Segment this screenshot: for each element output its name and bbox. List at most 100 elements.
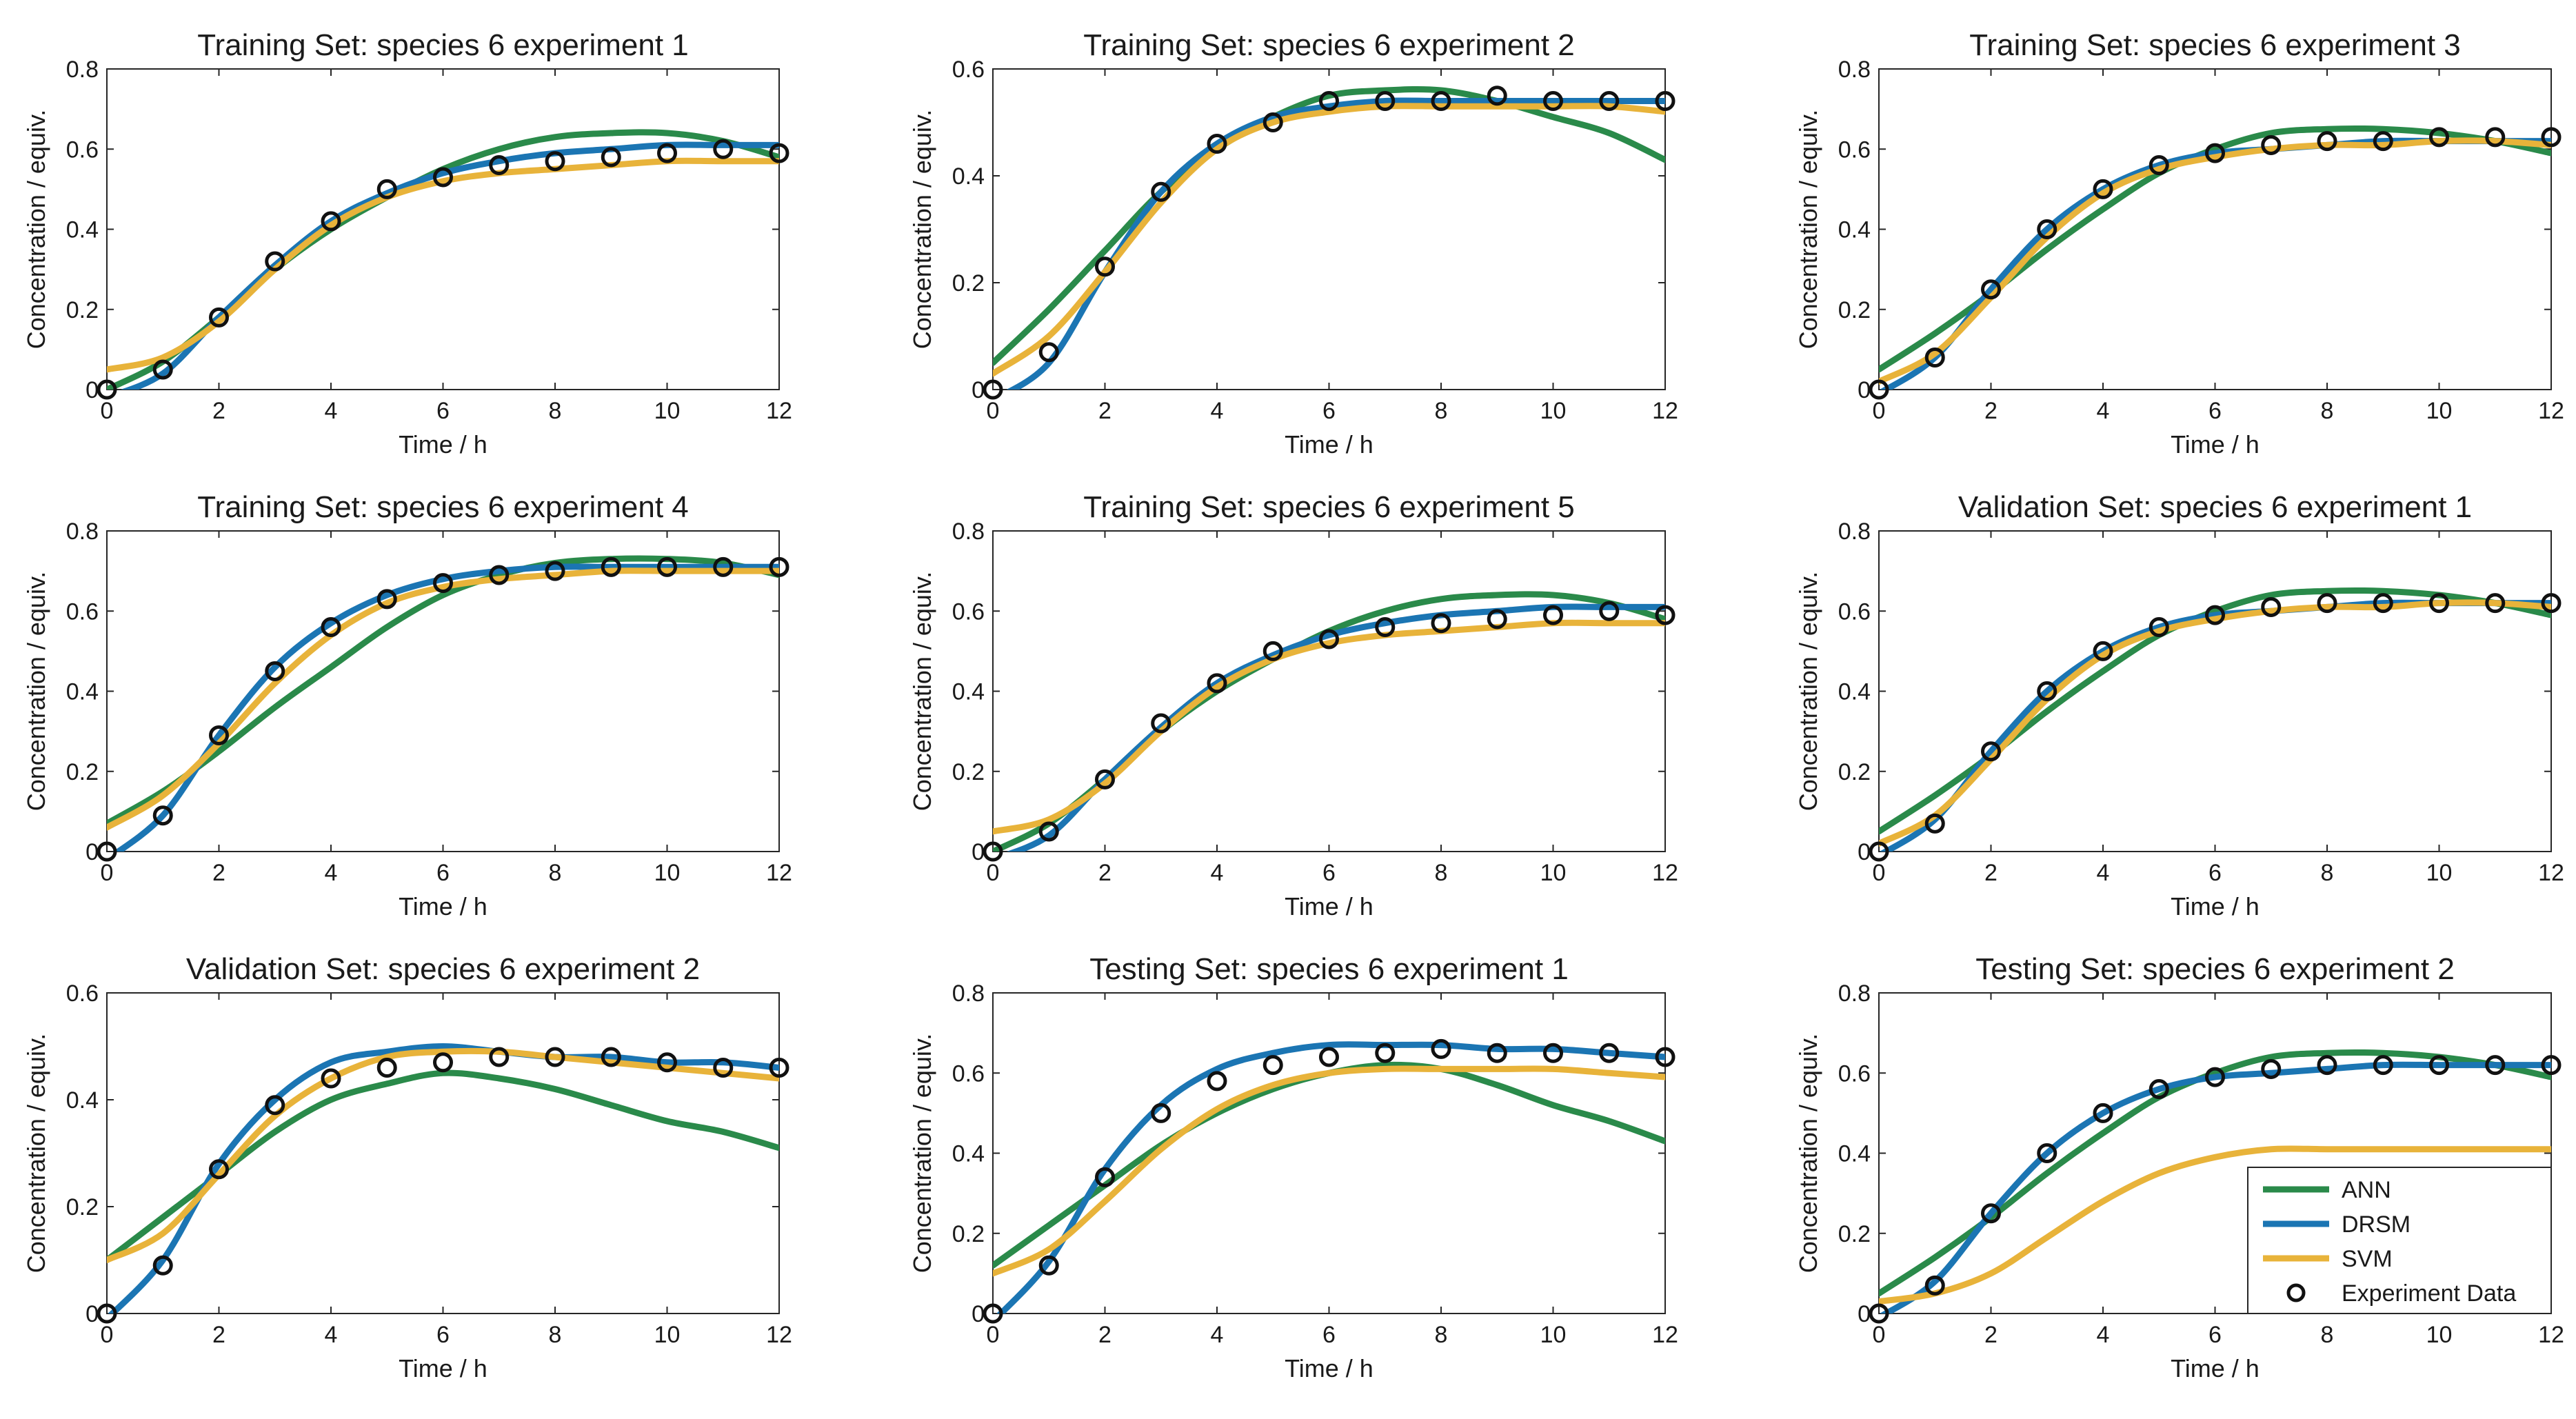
x-tick-label: 12 [1652,1322,1678,1348]
chart-title: Validation Set: species 6 experiment 2 [186,952,700,986]
data-point [489,155,510,175]
data-point [2149,155,2169,175]
y-tick-label: 0 [972,839,985,865]
data-point [1431,91,1451,111]
data-point [2037,681,2057,701]
data-point [2093,641,2113,661]
y-tick-label: 0.8 [1838,57,1871,83]
y-tick-label: 0.6 [1838,137,1871,163]
y-tick-label: 0.2 [1838,1221,1871,1247]
plot-frame [992,68,1666,390]
x-tick-label: 10 [654,398,681,424]
data-point [321,617,341,637]
y-tick-label: 0.2 [952,1221,985,1247]
x-tick-label: 8 [1435,1322,1448,1348]
data-point [545,1047,565,1067]
data-point [376,589,397,610]
data-point [97,841,117,862]
data-point [983,841,1003,862]
y-axis-label: Concentration / equiv. [22,1034,50,1274]
x-tick-label: 2 [212,1322,225,1348]
x-tick-label: 10 [2426,860,2453,886]
data-point [713,139,734,159]
x-tick-label: 0 [1873,1322,1886,1348]
x-tick-label: 0 [101,1322,114,1348]
data-point [2261,1058,2282,1079]
x-tick-label: 0 [987,1322,1000,1348]
x-tick-label: 10 [2426,398,2453,424]
data-point [1262,1055,1283,1076]
y-tick-label: 0.4 [1838,217,1871,243]
data-point [1981,1203,2001,1224]
y-tick-label: 0.4 [952,679,985,705]
data-point [1095,769,1115,789]
y-tick-label: 0.2 [66,759,99,785]
x-tick-label: 0 [101,860,114,886]
y-tick-label: 0.8 [1838,519,1871,545]
plot-frame [106,68,780,390]
x-tick-label: 12 [2538,860,2564,886]
x-tick-label: 0 [1873,860,1886,886]
data-point [2373,131,2393,152]
x-tick-label: 8 [1435,860,1448,886]
x-tick-label: 4 [1211,398,1224,424]
data-point [1151,713,1171,734]
data-point [433,573,453,594]
y-tick-label: 0.4 [66,217,99,243]
x-tick-label: 0 [1873,398,1886,424]
data-point [1924,1275,1945,1296]
data-point [2205,605,2225,625]
data-point [1487,1043,1507,1063]
data-point [2429,1055,2449,1076]
chart-title: Testing Set: species 6 experiment 2 [1975,952,2455,986]
x-axis-label: Time / h [399,430,487,459]
data-point [2429,127,2449,148]
x-tick-label: 2 [1098,398,1111,424]
y-axis-label: Concentration / equiv. [1794,572,1822,812]
data-point [209,307,229,328]
y-tick-label: 0.6 [66,980,99,1007]
data-point [1319,1047,1339,1067]
data-point [713,1058,734,1078]
data-point [713,556,734,577]
data-point [545,561,565,581]
data-point [1095,256,1115,277]
data-point [769,1058,789,1078]
plot-frame [1878,530,2552,852]
data-point [489,565,510,585]
subplot-9: Testing Set: species 6 experiment 2 0 2 4 6 8… [1794,952,2564,1382]
data-point [2317,593,2337,614]
data-point [2037,219,2057,239]
y-tick-label: 0.4 [66,679,99,705]
plot-frame [106,992,780,1314]
data-point [97,1303,117,1324]
data-point [2261,134,2282,155]
plot-frame [992,530,1666,852]
y-tick-label: 0.4 [952,163,985,190]
x-tick-label: 10 [654,1322,681,1348]
x-tick-label: 4 [325,1322,338,1348]
y-tick-label: 0 [85,839,99,865]
y-tick-label: 0.2 [952,270,985,296]
data-point [2485,1055,2506,1076]
data-point [265,1095,285,1116]
y-tick-label: 0.2 [1838,759,1871,785]
x-axis-label: Time / h [1285,892,1373,920]
data-point [1319,91,1339,111]
y-axis-label: Concentration / equiv. [908,1034,936,1274]
data-point [983,379,1003,400]
data-point [983,1303,1003,1324]
x-tick-label: 12 [766,1322,792,1348]
x-tick-label: 4 [325,398,338,424]
data-point [1599,91,1620,111]
data-point [2485,127,2506,148]
data-point [2541,127,2562,148]
y-tick-label: 0.6 [952,1060,985,1087]
chart-title: Training Set: species 6 experiment 1 [197,28,689,62]
x-tick-label: 6 [2208,1322,2222,1348]
data-point [1981,741,2001,762]
x-tick-label: 8 [2321,398,2334,424]
data-point [2485,593,2506,614]
subplot-1: Training Set: species 6 experiment 1 0 2 4 6… [22,28,792,459]
x-tick-label: 0 [987,860,1000,886]
